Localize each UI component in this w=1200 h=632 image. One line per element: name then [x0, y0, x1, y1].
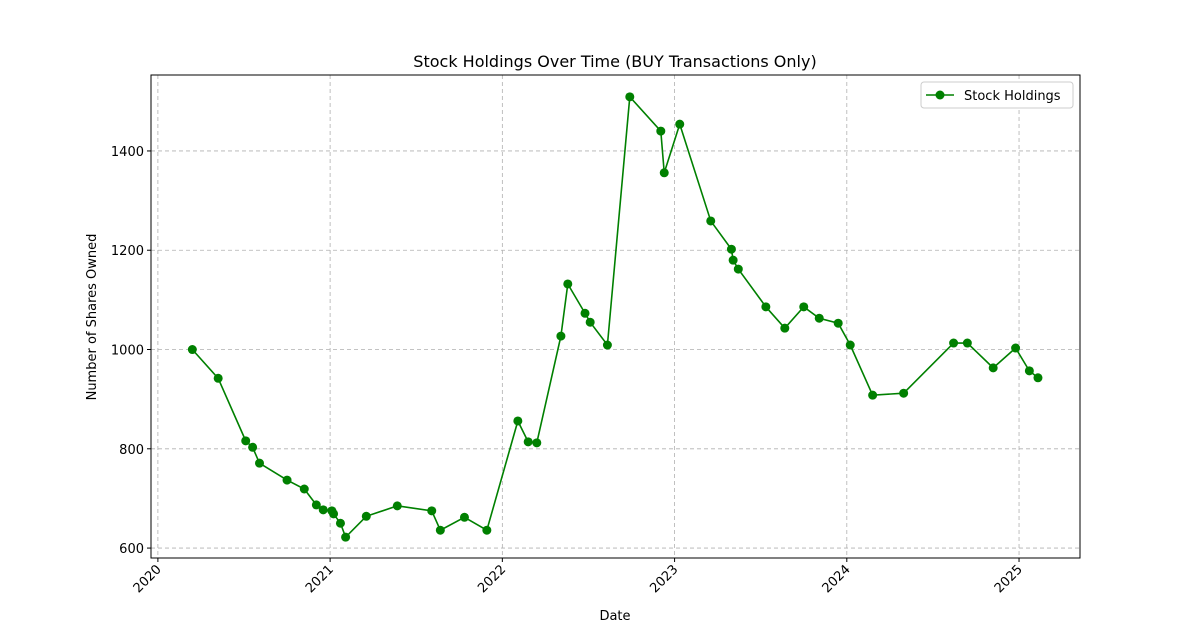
data-point: [335, 518, 345, 528]
chart-title: Stock Holdings Over Time (BUY Transactio…: [413, 52, 816, 71]
y-tick-label: 1000: [111, 344, 144, 359]
data-point: [962, 338, 972, 348]
data-point: [656, 126, 666, 136]
data-point: [726, 244, 736, 254]
data-point: [728, 255, 738, 265]
data-point: [311, 500, 321, 510]
data-point: [435, 525, 445, 535]
data-point: [659, 168, 669, 178]
data-point: [556, 331, 566, 341]
data-point: [532, 438, 542, 448]
data-point: [361, 511, 371, 521]
x-axis-label: Date: [599, 609, 630, 624]
data-point: [833, 318, 843, 328]
x-tick-label: 2020: [131, 562, 165, 596]
plot-frame: [150, 74, 1081, 559]
legend-marker: [935, 90, 945, 100]
data-point: [241, 436, 251, 446]
data-point: [814, 313, 824, 323]
data-point: [845, 340, 855, 350]
data-point: [602, 340, 612, 350]
x-tick-label: 2021: [303, 562, 337, 596]
x-tick-label: 2022: [475, 562, 509, 596]
data-point: [706, 216, 716, 226]
data-line: [191, 94, 1039, 539]
data-point: [459, 512, 469, 522]
x-tick-label: 2025: [992, 562, 1026, 596]
data-point: [1024, 366, 1034, 376]
data-point: [282, 475, 292, 485]
data-point: [563, 279, 573, 289]
data-point: [482, 525, 492, 535]
data-point: [675, 119, 685, 129]
data-point: [255, 458, 265, 468]
data-point: [1011, 343, 1021, 353]
data-point: [868, 390, 878, 400]
data-point: [318, 505, 328, 515]
data-point: [299, 484, 309, 494]
data-point: [523, 437, 533, 447]
y-tick-label: 600: [119, 542, 144, 557]
data-point: [341, 532, 351, 542]
legend-box: [920, 81, 1074, 109]
data-point: [799, 302, 809, 312]
legend-label: Stock Holdings: [964, 89, 1061, 104]
x-tick-label: 2023: [647, 562, 681, 596]
data-point: [780, 323, 790, 333]
data-point: [580, 308, 590, 318]
data-point: [329, 509, 339, 519]
data-point: [761, 302, 771, 312]
data-point: [949, 338, 959, 348]
data-point: [899, 388, 909, 398]
y-tick-label: 1200: [111, 244, 144, 259]
data-point: [187, 345, 197, 355]
data-point: [248, 442, 258, 452]
y-tick-label: 800: [119, 443, 144, 458]
data-point: [392, 501, 402, 511]
data-point: [513, 416, 523, 426]
y-tick-label: 1400: [111, 145, 144, 160]
y-axis-label: Number of Shares Owned: [85, 234, 100, 401]
data-point: [1033, 373, 1043, 383]
x-tick-label: 2024: [820, 562, 854, 596]
data-point: [585, 317, 595, 327]
data-point: [625, 92, 635, 102]
data-point: [213, 373, 223, 383]
data-point: [733, 264, 743, 274]
data-point: [427, 506, 437, 516]
data-point: [988, 363, 998, 373]
